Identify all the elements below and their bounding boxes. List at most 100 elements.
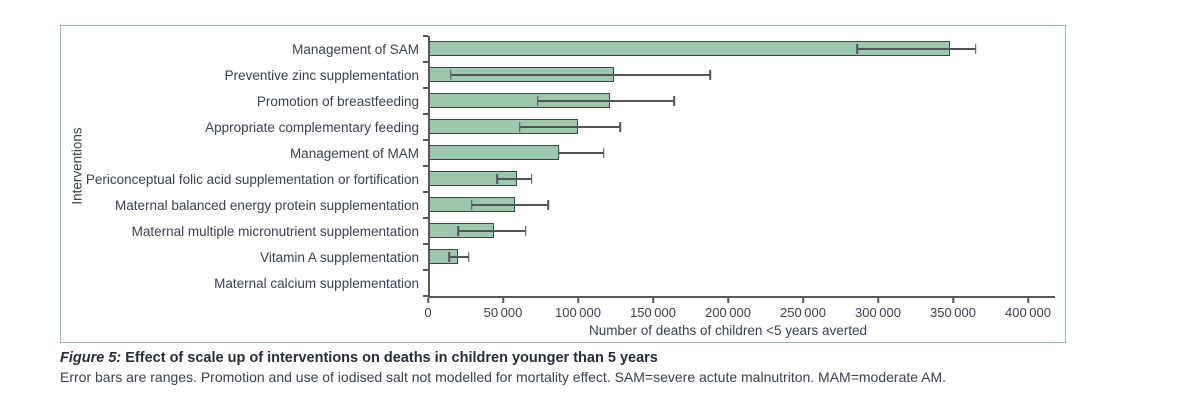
x-axis-tick	[727, 297, 729, 303]
chart-row: Maternal balanced energy protein supplem…	[61, 192, 1028, 218]
row-plot	[428, 114, 1028, 140]
row-plot	[428, 140, 1028, 166]
y-axis-tick	[423, 295, 428, 297]
error-bar-line	[471, 204, 548, 206]
row-plot	[428, 88, 1028, 114]
caption-title: Figure 5: Effect of scale up of interven…	[60, 350, 1160, 366]
error-bar-cap-high	[530, 174, 533, 184]
error-bar-cap-high	[974, 44, 977, 54]
y-axis-tick	[423, 165, 428, 167]
row-plot	[428, 166, 1028, 192]
error-bar-line	[458, 230, 526, 232]
category-label: Appropriate complementary feeding	[205, 119, 419, 135]
figure-caption: Figure 5: Effect of scale up of interven…	[60, 350, 1160, 385]
category-label: Management of MAM	[289, 145, 419, 161]
error-bar-cap-low	[470, 200, 473, 210]
error-bar-cap-low	[496, 174, 498, 184]
error-bar-cap-low	[557, 148, 560, 158]
chart-row: Promotion of breastfeeding	[61, 88, 1028, 114]
error-bar-line	[449, 256, 469, 258]
y-axis-tick	[423, 269, 428, 271]
bar	[428, 145, 559, 160]
x-axis-ticks: 0 50 000 100 000 150 000 200 000 250 000 300 0…	[424, 296, 1051, 326]
chart-row: Periconceptual folic acid supplementatio…	[61, 166, 1028, 192]
x-axis-tick-label: 350 000	[930, 305, 976, 320]
error-bar-cap-low	[518, 122, 521, 132]
y-axis-tick	[423, 35, 428, 37]
error-bar-cap-high	[709, 70, 711, 80]
y-axis-tick	[423, 217, 428, 219]
caption-figure-label: Figure 5:	[60, 350, 122, 366]
error-bar-line	[558, 152, 604, 154]
error-bar-cap-high	[619, 122, 621, 132]
row-plot	[428, 270, 1028, 296]
y-axis-line	[428, 36, 430, 296]
x-axis-tick-label: 400 000	[1005, 305, 1051, 320]
category-label: Maternal calcium supplementation	[214, 275, 419, 291]
row-plot	[428, 192, 1028, 218]
y-axis-tick	[423, 61, 428, 63]
chart-row: Vitamin A supplementation	[61, 244, 1028, 270]
error-bar-cap-low	[449, 70, 452, 80]
category-label: Promotion of breastfeeding	[256, 93, 419, 109]
x-axis-tick-label: 50 000	[483, 305, 523, 320]
x-axis-tick	[577, 297, 579, 303]
chart-rows: Management of SAM Preventive zinc supplem…	[61, 36, 1028, 296]
caption-note: Error bars are ranges. Promotion and use…	[60, 369, 947, 385]
error-bar-line	[537, 100, 674, 102]
y-axis-ticks	[423, 35, 428, 297]
error-bar-cap-low	[457, 226, 459, 236]
category-label: Maternal multiple micronutrient suppleme…	[131, 223, 419, 239]
error-bar-line	[450, 74, 710, 76]
x-axis-tick-label: 200 000	[705, 305, 751, 320]
category-label: Vitamin A supplementation	[260, 249, 419, 265]
error-bar-cap-low	[536, 96, 539, 106]
error-bar-cap-low	[856, 44, 858, 54]
row-plot	[428, 244, 1028, 270]
x-axis-title: Number of deaths of children <5 years av…	[588, 323, 868, 338]
x-axis-tick	[802, 297, 804, 303]
chart-row: Appropriate complementary feeding	[61, 114, 1028, 140]
caption-title-text: Effect of scale up of interventions on d…	[121, 350, 658, 366]
error-bar-line	[497, 178, 532, 180]
error-bar-cap-high	[467, 252, 470, 262]
x-axis-tick	[877, 297, 879, 303]
error-bar-cap-low	[448, 252, 450, 262]
x-axis-tick-label: 300 000	[855, 305, 901, 320]
x-axis-tick-label: 100 000	[555, 305, 601, 320]
row-plot	[428, 218, 1028, 244]
chart-row: Maternal multiple micronutrient suppleme…	[61, 218, 1028, 244]
category-label: Periconceptual folic acid supplementatio…	[85, 171, 419, 187]
y-axis-tick	[423, 191, 428, 193]
category-label: Maternal balanced energy protein supplem…	[115, 197, 419, 213]
row-plot	[428, 62, 1028, 88]
x-axis-tick	[1027, 297, 1029, 303]
x-axis-tick	[502, 297, 504, 303]
x-axis-tick-label: 150 000	[630, 305, 676, 320]
error-bar-cap-high	[547, 200, 549, 210]
error-bar-cap-high	[673, 96, 675, 106]
category-label: Management of SAM	[292, 41, 419, 57]
y-axis-tick	[423, 243, 428, 245]
chart-row: Management of MAM	[61, 140, 1028, 166]
y-axis-tick	[423, 113, 428, 115]
chart-row: Maternal calcium supplementation	[61, 270, 1028, 296]
error-bar-line	[519, 126, 620, 128]
category-label: Preventive zinc supplementation	[224, 67, 419, 83]
x-axis-tick	[427, 297, 429, 303]
y-axis-tick	[423, 139, 428, 141]
chart-row: Preventive zinc supplementation	[61, 62, 1028, 88]
row-plot	[428, 36, 1028, 62]
chart-row: Management of SAM	[61, 36, 1028, 62]
y-axis-tick	[423, 87, 428, 89]
x-axis-line	[428, 296, 1055, 298]
x-axis-tick-label: 0	[424, 305, 432, 320]
figure-panel: Interventions Management of SAM Preventiv…	[60, 25, 1066, 343]
error-bar-cap-high	[602, 148, 605, 158]
error-bar-cap-high	[524, 226, 527, 236]
error-bar-line	[857, 48, 976, 50]
x-axis-tick-label: 250 000	[780, 305, 826, 320]
x-axis-tick	[952, 297, 954, 303]
x-axis-tick	[652, 297, 654, 303]
